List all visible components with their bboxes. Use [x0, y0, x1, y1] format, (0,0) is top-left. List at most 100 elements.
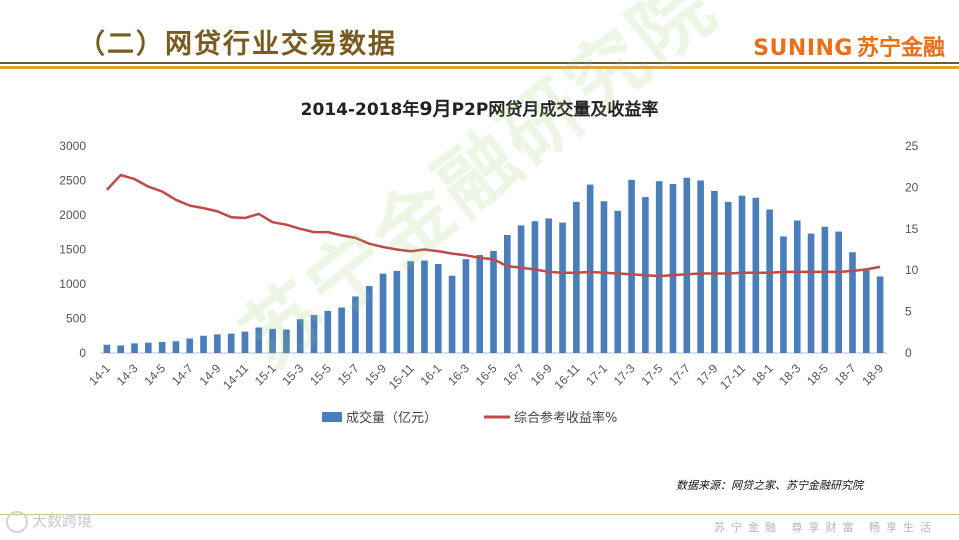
brand-logo: SUNING 苏宁金融 [753, 30, 945, 62]
y-left-tick-label: 1500 [59, 243, 86, 257]
bar-17-3 [628, 179, 635, 353]
x-tick-label: 18-5 [804, 361, 831, 388]
bar-18-3 [793, 220, 801, 353]
x-tick-label: 15-9 [362, 361, 389, 388]
y-right-tick-label: 25 [905, 139, 919, 153]
chart-title: 2014-2018年9月P2P网贷月成交量及收益率 [0, 94, 959, 121]
bar-15-6 [338, 307, 345, 353]
data-source-note: 数据来源：网贷之家、苏宁金融研究院 [676, 479, 863, 492]
bar-18-7 [849, 252, 856, 353]
x-tick-label: 16-9 [528, 361, 555, 388]
y-left-tick-label: 2500 [59, 174, 86, 188]
bar-15-10 [393, 270, 401, 353]
bar-14-8 [200, 335, 207, 353]
bar-14-7 [186, 338, 194, 353]
bar-16-1 [434, 263, 442, 353]
x-tick-label: 18-3 [776, 361, 803, 388]
y-left-tick-label: 3000 [59, 139, 86, 153]
x-tick-label: 16-3 [445, 361, 472, 388]
y-right-tick-label: 0 [905, 346, 912, 360]
chart-title-month: 9月 [419, 98, 452, 120]
brand-name-en: SUNING [753, 36, 853, 61]
x-tick-label: 16-11 [551, 361, 582, 392]
bar-17-6 [669, 183, 677, 353]
x-tick-label: 15-3 [279, 361, 306, 388]
y-right-tick-label: 5 [905, 305, 912, 319]
x-tick-label: 17-7 [666, 361, 693, 388]
footer-divider [0, 514, 959, 515]
x-tick-label: 14-5 [141, 361, 168, 388]
x-tick-label: 14-7 [169, 361, 196, 388]
bar-15-5 [324, 310, 332, 353]
bar-16-9 [545, 218, 553, 353]
header-divider-gold [0, 66, 959, 69]
bar-14-5 [158, 341, 166, 353]
x-tick-label: 18-1 [749, 361, 776, 388]
bar-14-3 [131, 343, 138, 353]
bar-15-11 [407, 261, 414, 353]
yield-line [105, 173, 881, 278]
x-tick-label: 17-9 [694, 361, 721, 388]
x-tick-label: 18-9 [859, 361, 886, 388]
y-left-tick-label: 500 [66, 312, 86, 326]
chart-title-suffix: P2P网贷月成交量及收益率 [451, 100, 659, 120]
bar-17-5 [655, 181, 663, 353]
bar-14-2 [117, 345, 125, 353]
x-tick-label: 14-11 [220, 361, 251, 392]
y-left-tick-label: 0 [79, 346, 86, 360]
bar-18-2 [780, 236, 787, 353]
legend-bar-label: 成交量（亿元） [346, 410, 437, 426]
bar-17-7 [683, 177, 691, 353]
bar-18-6 [835, 231, 842, 353]
bar-18-8 [862, 270, 870, 353]
bar-16-6 [503, 235, 511, 353]
corner-watermark-logo: 大数跨境 [6, 510, 92, 533]
footer-slogan: 苏宁金融 尊享财富 畅享生活 [714, 521, 937, 534]
bar-14-6 [172, 341, 180, 353]
bar-16-4 [476, 255, 484, 353]
bar-16-10 [559, 222, 566, 353]
bar-14-1 [103, 344, 111, 353]
bar-14-12 [255, 327, 263, 353]
x-tick-label: 15-1 [252, 361, 279, 388]
corner-watermark-text: 大数跨境 [32, 512, 93, 530]
bar-16-7 [517, 225, 525, 353]
bar-15-9 [379, 273, 387, 353]
x-tick-label: 17-11 [717, 361, 748, 392]
bar-16-2 [448, 275, 456, 353]
bar-18-5 [821, 226, 829, 353]
x-tick-label: 15-5 [307, 361, 334, 388]
bar-15-7 [352, 296, 359, 353]
header-divider [0, 62, 959, 64]
x-tick-label: 17-1 [583, 361, 610, 388]
y-right-tick-label: 20 [905, 180, 919, 194]
bar-15-12 [421, 260, 428, 353]
bar-16-11 [573, 201, 580, 353]
bar-17-12 [752, 197, 760, 353]
x-tick-label: 16-5 [473, 361, 500, 388]
y-left-tick-label: 1000 [59, 277, 86, 291]
x-tick-label: 16-7 [500, 361, 527, 388]
x-tick-label: 16-1 [418, 361, 445, 388]
bar-15-2 [283, 329, 290, 353]
bar-16-8 [531, 221, 539, 353]
x-tick-label: 15-7 [335, 361, 362, 388]
brand-name-cn: 苏宁金融 [856, 36, 945, 61]
bar-14-4 [145, 342, 152, 353]
x-tick-label: 17-5 [638, 361, 665, 388]
x-tick-label: 17-3 [611, 361, 638, 388]
bar-15-1 [269, 328, 276, 353]
bar-17-10 [724, 201, 732, 353]
bar-15-3 [296, 319, 304, 353]
bar-17-11 [738, 195, 746, 353]
x-tick-label: 18-7 [832, 361, 859, 388]
bar-14-9 [214, 334, 221, 353]
y-right-tick-label: 15 [905, 222, 919, 236]
bar-14-11 [241, 331, 249, 353]
bar-18-1 [766, 209, 773, 353]
logo-circle-icon [6, 510, 28, 533]
bar-17-2 [614, 210, 622, 353]
y-left-tick-label: 2000 [59, 208, 86, 222]
legend-line-label: 综合参考收益率% [514, 410, 617, 426]
